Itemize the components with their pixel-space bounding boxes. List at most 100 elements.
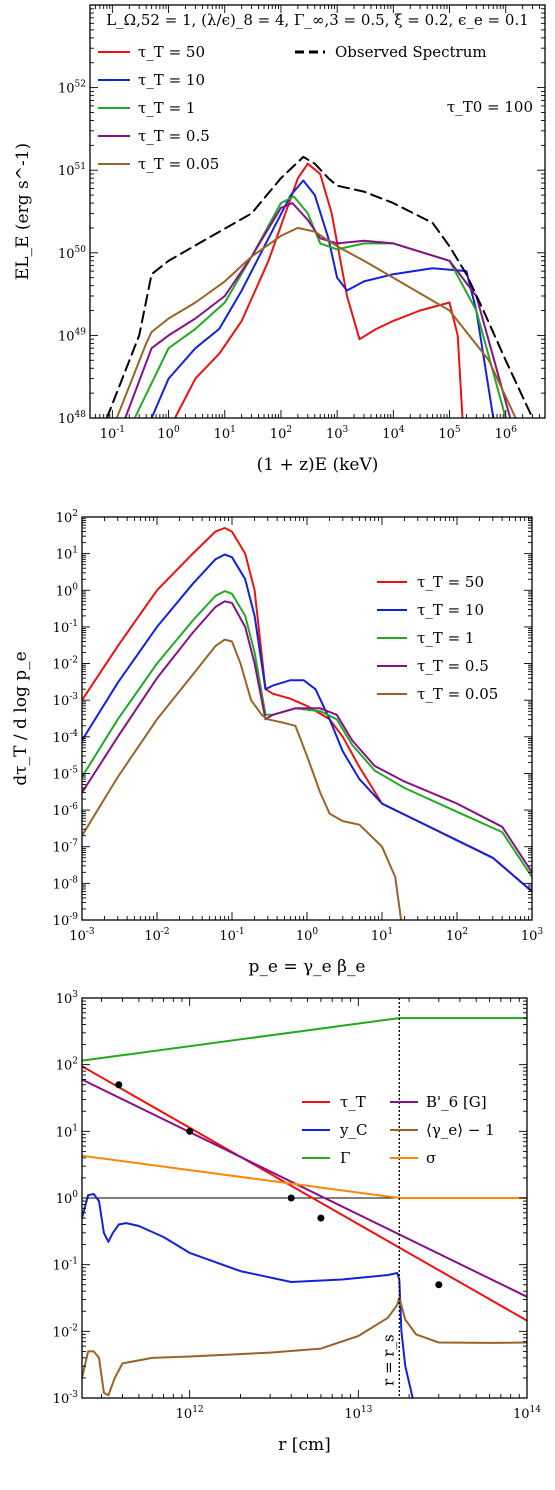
x-tick-label: 10-1 (219, 927, 244, 944)
y-tick-label-base: 10 (56, 1125, 73, 1140)
legend-label: τ_T = 0.05 (417, 685, 498, 703)
y-tick-label: 1050 (58, 245, 86, 262)
y-tick-label-base: 10 (53, 914, 70, 929)
y-tick-label-base: 10 (53, 1325, 70, 1340)
x-tick-label-base: 10 (100, 427, 117, 442)
x-tick-label-exp: 2 (462, 927, 468, 937)
legend-label: ⟨γ_e⟩ − 1 (426, 1121, 495, 1139)
series-line-4 (82, 1078, 527, 1298)
y-tick-label-base: 10 (56, 584, 73, 599)
y-tick-label: 1051 (58, 162, 86, 179)
x-tick-label-base: 10 (157, 427, 174, 442)
legend-label: τ_T = 1 (138, 99, 195, 117)
x-axis-label: (1 + z)E (keV) (257, 455, 379, 475)
y-tick-label: 10-9 (53, 912, 79, 929)
y-tick-label-base: 10 (58, 329, 75, 344)
y-tick-label-exp: -2 (69, 656, 78, 666)
y-tick-label-base: 10 (58, 164, 75, 179)
y-tick-label-base: 10 (53, 694, 70, 709)
series-line-4 (124, 202, 512, 418)
x-tick-label-base: 10 (296, 929, 313, 944)
data-marker (435, 1281, 443, 1289)
y-tick-label-exp: 2 (72, 509, 78, 519)
series-line-2 (82, 553, 532, 893)
series-line-2 (150, 179, 495, 418)
x-tick-label: 101 (371, 927, 393, 944)
minor-ticks (82, 517, 532, 920)
series-line-4 (82, 600, 532, 874)
y-tick-label: 101 (56, 546, 78, 563)
y-tick-label-exp: 1 (72, 546, 78, 556)
x-tick-label: 100 (157, 425, 180, 442)
chart-panel-1: 10-1 100 101 102 103 104 105 106104810491050105… (13, 4, 546, 475)
x-tick-label-exp: 5 (455, 425, 461, 435)
y-tick-label-base: 10 (53, 731, 70, 746)
x-tick-label: 1013 (344, 1405, 372, 1422)
x-tick-label-exp: 2 (286, 425, 292, 435)
y-tick-label-exp: 48 (75, 410, 87, 420)
x-tick-label-base: 10 (176, 1407, 193, 1422)
y-tick-label-exp: 51 (75, 162, 86, 172)
y-tick-label-exp: 0 (72, 1190, 78, 1200)
legend-label: τ_T = 50 (138, 43, 205, 61)
x-tick-label-exp: 1 (387, 927, 393, 937)
x-axis-label: r [cm] (278, 1435, 330, 1455)
y-tick-label: 10-1 (53, 1257, 78, 1274)
x-tick-label: 1012 (176, 1405, 204, 1422)
x-tick-label-exp: 1 (230, 425, 236, 435)
y-tick-label: 100 (56, 582, 79, 599)
y-tick-label-exp: -7 (69, 839, 78, 849)
x-tick-label-exp: 6 (511, 425, 517, 435)
y-tick-label-exp: -4 (69, 729, 78, 739)
series-line-1 (174, 162, 464, 418)
x-tick-label: 104 (382, 425, 405, 442)
y-tick-label: 103 (56, 990, 79, 1007)
legend-label: τ_T = 1 (417, 629, 474, 647)
vline-label: r = r_s (379, 1334, 397, 1386)
x-tick-label: 106 (495, 425, 518, 442)
y-tick-label: 10-2 (53, 1323, 78, 1340)
plot-area (105, 155, 534, 418)
y-tick-label-base: 10 (56, 1192, 73, 1207)
y-tick-label-exp: 3 (72, 990, 78, 1000)
x-tick-label: 101 (214, 425, 236, 442)
data-marker (317, 1214, 325, 1222)
y-tick-label-exp: 0 (72, 582, 78, 592)
x-tick-label-exp: 12 (192, 1405, 203, 1415)
x-tick-label-base: 10 (513, 1407, 530, 1422)
x-tick-label-base: 10 (344, 1407, 361, 1422)
y-tick-label: 102 (56, 509, 78, 526)
plot-area (82, 527, 532, 920)
x-tick-label-exp: 3 (343, 425, 349, 435)
y-tick-label-exp: 2 (72, 1057, 78, 1067)
y-tick-label: 10-3 (53, 1390, 79, 1407)
x-tick-label-base: 10 (521, 929, 538, 944)
x-tick-label-base: 10 (371, 929, 388, 944)
y-tick-label-base: 10 (56, 511, 73, 526)
legend-label: τ_T = 10 (417, 601, 484, 619)
y-tick-label-exp: 1 (72, 1123, 78, 1133)
y-tick-label: 10-1 (53, 619, 78, 636)
x-tick-label-exp: 13 (361, 1405, 373, 1415)
series-line-3 (82, 1017, 527, 1062)
y-tick-label-exp: -5 (69, 765, 78, 775)
y-tick-label: 10-2 (53, 656, 78, 673)
legend-label: σ (426, 1149, 436, 1167)
legend-label: τ_T = 0.05 (138, 155, 219, 173)
y-tick-label-base: 10 (53, 1259, 70, 1274)
y-tick-label-exp: 49 (75, 327, 87, 337)
y-tick-label-exp: -6 (69, 802, 78, 812)
x-tick-label: 102 (446, 927, 468, 944)
legend-label: τ_T (340, 1093, 366, 1111)
y-tick-label: 1048 (58, 410, 86, 427)
x-tick-label-base: 10 (270, 427, 287, 442)
y-tick-label: 10-7 (53, 839, 79, 856)
x-tick-label: 10-2 (144, 927, 169, 944)
y-tick-label: 101 (56, 1123, 78, 1140)
y-tick-label-exp: -3 (69, 692, 78, 702)
x-tick-label-base: 10 (144, 929, 161, 944)
x-axis-label: p_e = γ_e β_e (248, 957, 365, 977)
y-tick-label-exp: 52 (75, 80, 86, 90)
